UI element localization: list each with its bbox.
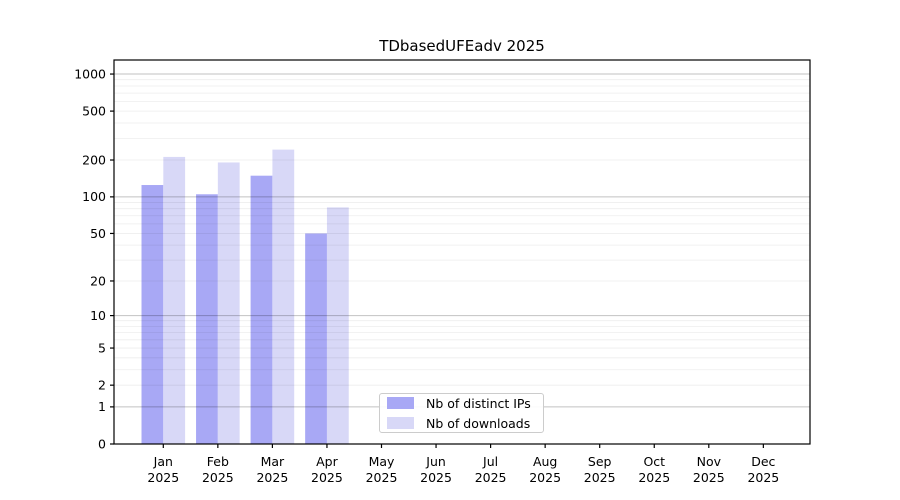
x-tick-label-year-nov: 2025	[693, 470, 725, 485]
y-tick-label-10: 10	[90, 308, 106, 323]
x-tick-label-year-aug: 2025	[529, 470, 561, 485]
bar-downloads-mar	[272, 149, 295, 445]
y-tick-label-1000: 1000	[74, 66, 106, 81]
x-tick-label-year-may: 2025	[366, 470, 398, 485]
x-tick-label-year-apr: 2025	[311, 470, 343, 485]
bar-distinct-ips-apr	[305, 233, 327, 444]
x-tick-label-month-aug: Aug	[533, 454, 557, 469]
bar-distinct-ips-mar	[250, 175, 273, 445]
bar-downloads-jan	[163, 156, 186, 444]
x-tick-label-month-dec: Dec	[751, 454, 775, 469]
x-tick-label-year-oct: 2025	[638, 470, 670, 485]
bar-downloads-feb	[217, 162, 240, 444]
bar-distinct-ips-feb	[196, 194, 218, 444]
legend-label-downloads: Nb of downloads	[426, 415, 531, 431]
y-tick-label-50: 50	[90, 226, 106, 241]
y-tick-label-100: 100	[82, 189, 106, 204]
x-tick-label-month-jul: Jul	[482, 454, 498, 469]
x-tick-label-year-sep: 2025	[584, 470, 616, 485]
x-tick-label-month-mar: Mar	[261, 454, 285, 469]
legend: Nb of distinct IPs Nb of downloads	[379, 393, 544, 433]
x-tick-label-month-jan: Jan	[153, 454, 173, 469]
legend-swatch-downloads-icon	[387, 417, 414, 429]
x-tick-label-year-feb: 2025	[202, 470, 234, 485]
x-tick-label-month-jun: Jun	[425, 454, 446, 469]
x-tick-label-year-jul: 2025	[475, 470, 507, 485]
x-tick-label-month-may: May	[369, 454, 395, 469]
y-tick-label-200: 200	[82, 152, 106, 167]
x-tick-label-month-oct: Oct	[643, 454, 665, 469]
y-tick-label-20: 20	[90, 273, 106, 288]
x-tick-label-month-nov: Nov	[697, 454, 722, 469]
x-tick-label-year-jun: 2025	[420, 470, 452, 485]
x-tick-label-year-dec: 2025	[747, 470, 779, 485]
x-tick-label-month-sep: Sep	[588, 454, 612, 469]
bar-distinct-ips-jan	[141, 185, 164, 445]
y-tick-label-0: 0	[98, 436, 106, 451]
x-tick-label-month-apr: Apr	[316, 454, 338, 469]
y-tick-label-2: 2	[98, 377, 106, 392]
y-tick-label-500: 500	[82, 103, 106, 118]
y-tick-label-1: 1	[98, 399, 106, 414]
y-tick-label-5: 5	[98, 340, 106, 355]
legend-label-distinct-ips: Nb of distinct IPs	[426, 395, 531, 411]
plot-border	[113, 59, 811, 445]
legend-entry-downloads: Nb of downloads	[380, 414, 543, 432]
legend-entry-distinct-ips: Nb of distinct IPs	[380, 394, 543, 412]
x-tick-label-year-mar: 2025	[256, 470, 288, 485]
x-tick-label-month-feb: Feb	[207, 454, 229, 469]
legend-swatch-distinct-ips-icon	[387, 397, 414, 409]
x-tick-label-year-jan: 2025	[147, 470, 179, 485]
bar-downloads-apr	[326, 207, 349, 444]
chart-title: TDbasedUFEadv 2025	[379, 37, 545, 55]
